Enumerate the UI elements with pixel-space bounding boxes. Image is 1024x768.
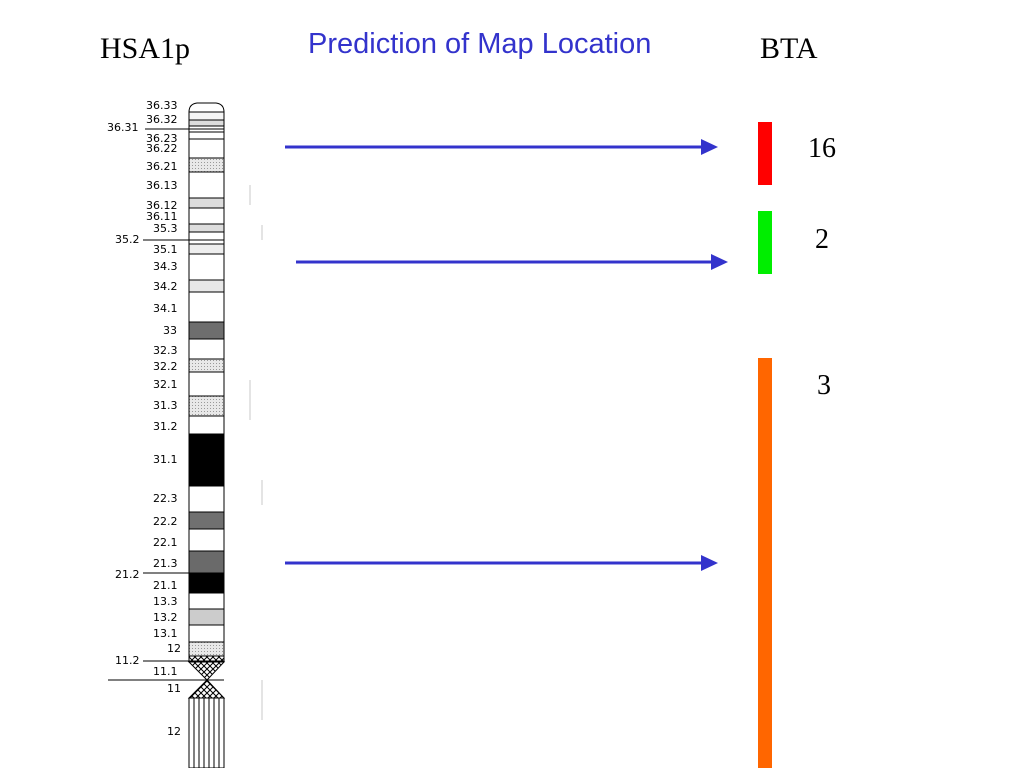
arrow-to-bta3 [285, 555, 718, 571]
arrow-to-bta16 [285, 139, 718, 155]
band-label: 13.1 [153, 627, 178, 640]
band-label: 21.1 [153, 579, 178, 592]
band-label: 36.23 [146, 132, 178, 145]
band-label: 13.3 [153, 595, 178, 608]
band-label: 32.1 [153, 378, 178, 391]
band-label: 12 [167, 642, 181, 655]
band-label: 22.2 [153, 515, 178, 528]
band-label: 11 [167, 682, 181, 695]
band-label: 36.13 [146, 179, 178, 192]
side-band-label: 35.2 [115, 233, 140, 246]
band-label: 36.12 [146, 199, 178, 212]
band-label: 36.33 [146, 99, 178, 112]
band-label: 22.3 [153, 492, 178, 505]
band-label: 21.3 [153, 557, 178, 570]
band-label: 36.11 [146, 210, 178, 223]
bta-segments [758, 122, 772, 768]
band-labels: 36.33 36.32 36.23 36.22 36.21 36.13 36.1… [107, 99, 181, 738]
side-band-label: 36.31 [107, 121, 139, 134]
arrow-to-bta2 [296, 254, 728, 270]
bta-title: BTA [760, 32, 818, 65]
page-title: Prediction of Map Location [308, 28, 652, 60]
band-label: 31.2 [153, 420, 178, 433]
bta3-bar [758, 358, 772, 768]
bta2-bar [758, 211, 772, 274]
band-label: 34.1 [153, 302, 178, 315]
band-label: 12 [167, 725, 181, 738]
band-label: 36.22 [146, 142, 178, 155]
bta16-label: 16 [808, 133, 836, 164]
band-label: 13.2 [153, 611, 178, 624]
band-label: 35.1 [153, 243, 178, 256]
band-label: 36.21 [146, 160, 178, 173]
mapping-arrows [285, 139, 728, 571]
band-label: 31.1 [153, 453, 178, 466]
chromosome-ideogram [108, 102, 226, 768]
hsa1p-title: HSA1p [100, 32, 191, 65]
side-band-label: 11.2 [115, 654, 140, 667]
band-label: 32.2 [153, 360, 178, 373]
band-label: 11.1 [153, 665, 178, 678]
band-label: 36.32 [146, 113, 178, 126]
band-label: 22.1 [153, 536, 178, 549]
bta3-label: 3 [817, 370, 831, 401]
faint-marks [249, 185, 263, 720]
band-label: 34.3 [153, 260, 178, 273]
side-band-label: 21.2 [115, 568, 140, 581]
band-label: 33 [163, 324, 177, 337]
band-label: 31.3 [153, 399, 178, 412]
bta2-label: 2 [815, 224, 829, 255]
band-label: 32.3 [153, 344, 178, 357]
bta16-bar [758, 122, 772, 185]
band-label: 34.2 [153, 280, 178, 293]
band-label: 35.3 [153, 222, 178, 235]
